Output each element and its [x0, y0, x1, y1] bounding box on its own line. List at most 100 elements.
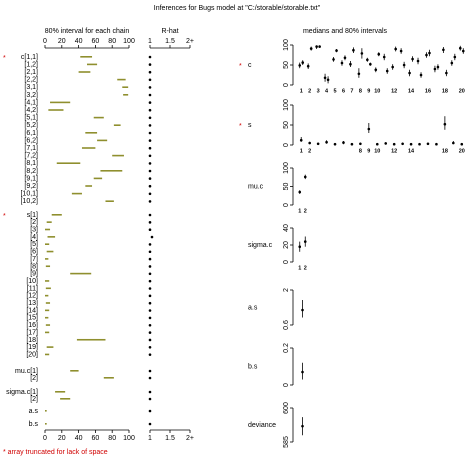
rhat-point: [148, 192, 152, 196]
median-point: [450, 61, 454, 65]
x-tick-label: 10: [374, 88, 380, 94]
rhat-point: [148, 101, 152, 104]
x-tick-label: 1: [148, 435, 152, 442]
median-point: [391, 65, 394, 69]
median-point: [375, 142, 379, 146]
chain-interval: [45, 423, 47, 425]
median-point: [384, 142, 388, 145]
median-point: [369, 62, 372, 66]
chain-interval: [100, 170, 123, 172]
x-tick-label: 60: [92, 435, 100, 442]
rhat-point: [148, 124, 152, 127]
rhat-point: [148, 323, 152, 327]
rhat-point: [148, 78, 152, 82]
panel-label: s: [248, 122, 252, 129]
chain-interval: [48, 109, 64, 111]
median-point: [374, 68, 378, 72]
row-label: [2,2]: [24, 77, 38, 84]
chain-interval: [45, 228, 51, 231]
row-label: mu.c[1]: [15, 368, 38, 375]
row-label: [8,1]: [24, 160, 38, 167]
median-point: [340, 61, 344, 65]
chain-interval: [117, 78, 126, 81]
row-label: [9,1]: [24, 175, 38, 182]
rhat-point: [148, 316, 152, 320]
chain-interval: [55, 391, 66, 393]
row-label: [3]: [30, 227, 38, 234]
panel-label: b.s: [248, 363, 258, 370]
median-point: [442, 48, 445, 52]
chain-interval: [105, 200, 114, 202]
rhat-point: [148, 376, 152, 380]
truncation-marker: *: [239, 123, 242, 130]
page-title: Inferences for Bugs model at "C:/storabl…: [154, 5, 321, 12]
rhat-point: [148, 265, 152, 268]
row-label: [10,2]: [20, 198, 38, 205]
chain-interval: [46, 346, 54, 348]
median-point: [298, 190, 302, 194]
median-point: [332, 58, 335, 61]
row-label: [4,1]: [24, 99, 38, 106]
rhat-point: [148, 70, 152, 74]
rhat-point: [148, 279, 152, 283]
panel-title: R-hat: [161, 28, 178, 35]
row-label: s[1]: [27, 212, 38, 219]
median-point: [357, 72, 361, 76]
x-tick-label: 100: [123, 38, 135, 45]
x-tick-label: 20: [58, 38, 66, 45]
median-point: [303, 175, 307, 179]
median-point: [394, 47, 397, 51]
chain-interval: [45, 258, 49, 260]
median-point: [411, 57, 414, 61]
rhat-point: [148, 250, 152, 254]
rhat-point: [148, 154, 152, 158]
chain-interval: [85, 132, 98, 134]
rhat-point: [148, 369, 152, 373]
panel-title: medians and 80% intervals: [303, 28, 388, 35]
chain-interval: [78, 71, 91, 73]
rhat-point: [148, 213, 152, 217]
chain-interval: [60, 398, 71, 400]
rhat-point: [148, 146, 152, 150]
median-point: [308, 141, 311, 145]
median-point: [436, 65, 440, 69]
median-point: [416, 59, 420, 63]
row-label: [8,2]: [24, 168, 38, 175]
median-point: [409, 142, 413, 146]
median-point: [425, 53, 428, 57]
row-label: [8]: [30, 263, 38, 270]
median-point: [433, 67, 437, 71]
rhat-point: [148, 221, 152, 224]
panel-label: c: [248, 62, 252, 69]
x-tick-label: 0: [43, 38, 47, 45]
row-label: [7,2]: [24, 153, 38, 160]
median-point: [335, 49, 338, 52]
rhat-point: [148, 177, 152, 180]
median-point: [428, 51, 431, 55]
chain-interval: [93, 116, 104, 119]
row-label: a.s: [29, 408, 39, 415]
median-point: [419, 73, 423, 77]
x-tick-label: 8: [359, 148, 362, 154]
median-point: [408, 71, 411, 75]
median-point: [299, 138, 303, 142]
rhat-point: [148, 200, 152, 203]
median-point: [366, 58, 369, 62]
panel-label: a.s: [248, 304, 258, 311]
row-label: [9]: [30, 271, 38, 278]
x-tick-label: 18: [442, 148, 448, 154]
y-tick-label: 2: [283, 288, 290, 292]
median-point: [301, 61, 305, 64]
row-label: [19]: [26, 344, 38, 351]
median-point: [301, 424, 304, 428]
panel-title: 80% interval for each chain: [45, 28, 130, 35]
x-tick-label: 2+: [186, 435, 194, 442]
median-point: [452, 141, 455, 145]
chain-interval: [56, 162, 81, 164]
rhat-point: [148, 422, 152, 426]
rhat-point: [148, 397, 152, 401]
rhat-point: [150, 235, 154, 239]
chain-interval: [122, 86, 129, 88]
rhat-point: [148, 131, 152, 135]
median-point: [402, 63, 406, 67]
